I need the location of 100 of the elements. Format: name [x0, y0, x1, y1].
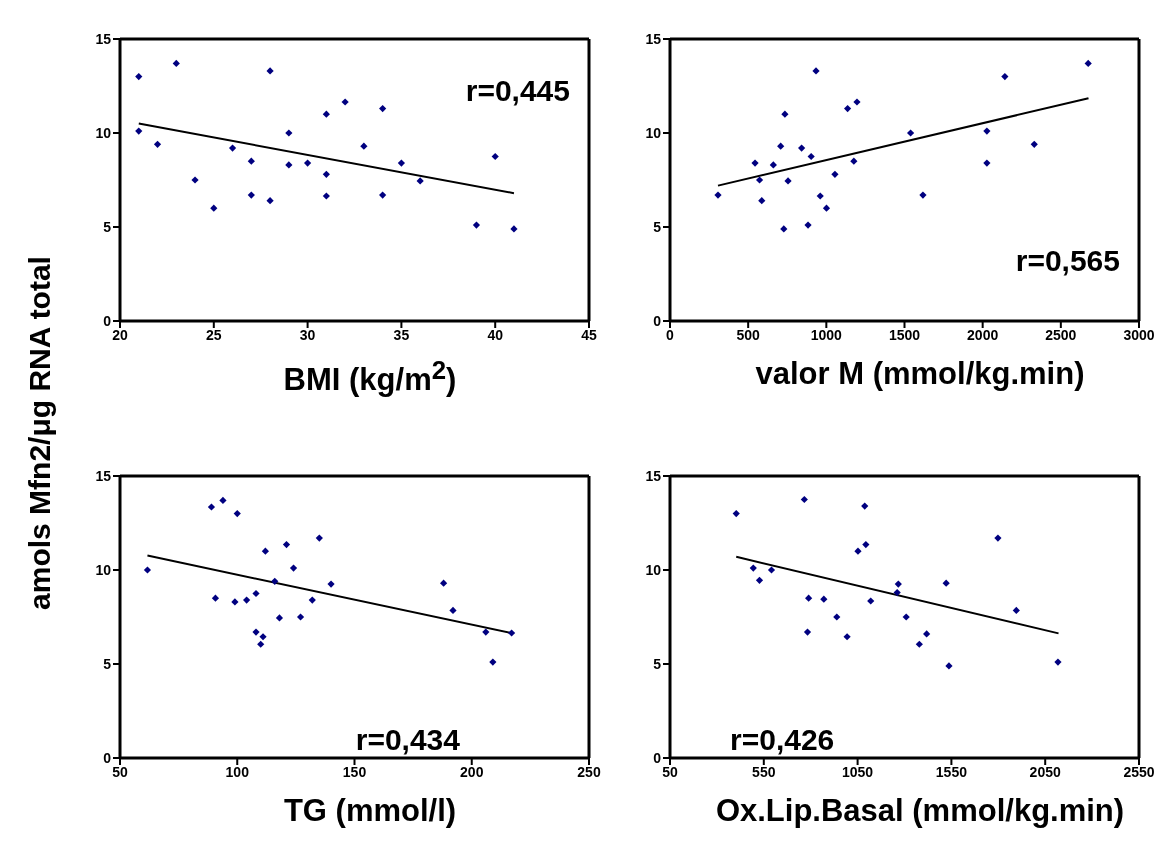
y-tick-label: 5	[103, 655, 112, 672]
point	[983, 159, 991, 167]
point	[749, 564, 757, 572]
point	[379, 191, 387, 199]
point	[994, 534, 1002, 542]
point	[449, 606, 457, 615]
annotation: r=0,445	[465, 74, 570, 108]
y-tick-label: 0	[103, 312, 112, 329]
point	[862, 541, 870, 549]
point	[231, 598, 239, 606]
point	[252, 589, 260, 598]
x-tick-label: 2500	[1045, 326, 1077, 343]
y-tick-label: 0	[653, 749, 662, 766]
y-tick-label: 0	[653, 312, 662, 329]
point	[915, 640, 923, 648]
y-tick-label: 10	[645, 124, 662, 141]
point	[907, 129, 915, 137]
x-tick-label: 2000	[967, 326, 999, 343]
point	[315, 534, 323, 542]
point	[482, 628, 490, 636]
point	[191, 176, 199, 184]
point	[714, 191, 722, 199]
x-tick-label: 100	[225, 763, 250, 780]
point	[919, 191, 927, 199]
x-tick-label: 2550	[1123, 763, 1155, 780]
point	[893, 588, 901, 597]
point	[304, 159, 312, 167]
x-tick-label: 40	[487, 326, 504, 343]
x-tick-label: 25	[206, 326, 222, 343]
point	[822, 204, 831, 212]
x-tick-label: 3000	[1123, 326, 1155, 343]
point	[781, 110, 789, 118]
point	[491, 152, 499, 161]
point	[923, 630, 931, 638]
point	[211, 594, 220, 602]
point	[275, 614, 284, 622]
point	[143, 566, 152, 574]
point	[285, 129, 293, 137]
annotation: r=0,565	[1015, 244, 1120, 278]
point	[416, 177, 424, 185]
point	[853, 98, 861, 106]
point	[732, 510, 740, 518]
point	[983, 127, 991, 135]
x-tick-label: 500	[736, 326, 761, 343]
x-tick-label: 550	[752, 763, 776, 780]
point	[508, 629, 516, 637]
point	[289, 564, 298, 572]
point	[397, 159, 405, 167]
point	[341, 98, 349, 106]
point	[261, 547, 269, 555]
annotation: r=0,426	[730, 723, 835, 757]
point	[902, 613, 910, 621]
point	[755, 176, 764, 184]
x-tick-label: 250	[577, 763, 601, 780]
point	[831, 170, 839, 178]
point	[767, 566, 776, 574]
point	[1084, 59, 1092, 68]
x-tick-label: 35	[393, 326, 410, 343]
x-tick-label: 50	[662, 763, 678, 780]
point	[867, 597, 875, 605]
point	[798, 144, 806, 152]
point	[894, 580, 902, 588]
point	[805, 594, 813, 602]
point	[282, 541, 291, 549]
y-tick-label: 0	[103, 749, 112, 766]
point	[266, 67, 274, 75]
annotation: r=0,434	[355, 723, 460, 757]
y-tick-label: 5	[653, 218, 662, 235]
x-axis-title: Ox.Lip.Basal (mmol/kg.min)	[714, 793, 1126, 829]
x-tick-label: 20	[112, 326, 128, 343]
point	[247, 191, 255, 199]
point	[219, 496, 227, 505]
point	[784, 177, 792, 185]
point	[769, 161, 777, 169]
y-tick-label: 15	[645, 467, 662, 484]
point	[854, 547, 862, 555]
point	[510, 225, 518, 233]
point	[296, 613, 305, 621]
x-axis-title: BMI (kg/m$^{2}$)	[282, 356, 458, 399]
point	[322, 170, 330, 178]
x-tick-label: 150	[342, 763, 367, 780]
x-tick-label: 1000	[810, 326, 843, 343]
point	[755, 576, 764, 584]
point	[228, 144, 237, 152]
y-tick-label: 5	[103, 218, 112, 235]
x-tick-label: 1500	[888, 326, 921, 343]
point	[800, 495, 808, 504]
x-tick-label: 1550	[935, 763, 968, 780]
x-tick-label: 1050	[842, 763, 874, 780]
point	[820, 595, 828, 603]
point	[850, 157, 858, 165]
point	[271, 577, 279, 585]
point	[440, 579, 448, 587]
point	[285, 161, 293, 169]
point	[210, 204, 218, 212]
x-tick-label: 50	[112, 763, 128, 780]
y-tick-label: 5	[653, 655, 662, 672]
point	[327, 580, 335, 588]
point	[1030, 140, 1038, 148]
point	[489, 658, 497, 666]
